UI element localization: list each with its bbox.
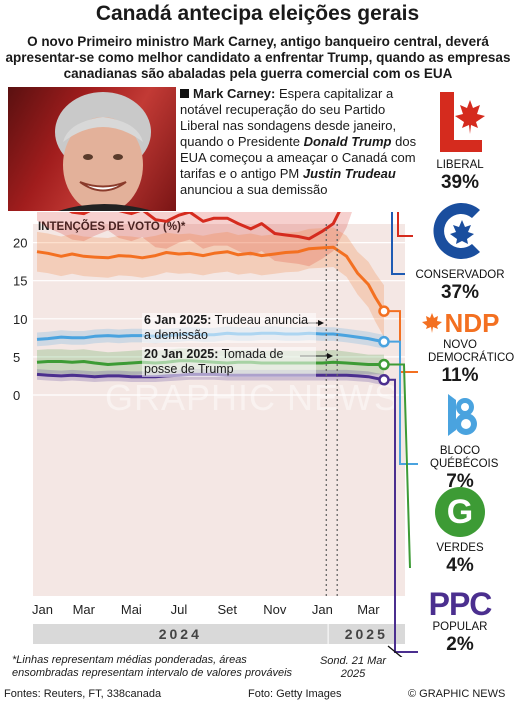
y-axis-title: INTENÇÕES DE VOTO (%)* bbox=[38, 220, 186, 233]
plot-background bbox=[33, 224, 405, 596]
subtitle: O novo Primeiro ministro Mark Carney, an… bbox=[5, 34, 511, 81]
party-ppc: PPC POPULAR 2% bbox=[405, 587, 515, 656]
intro-text-2: dos EUA começou a ameaçar o Canadá com t… bbox=[180, 134, 417, 181]
annotation-trudeau-date: 6 Jan 2025: bbox=[144, 313, 212, 327]
party-conservative: CONSERVADOR 37% bbox=[405, 198, 515, 304]
intro-name: Mark Carney: bbox=[193, 86, 276, 101]
party-ndp-pct: 11% bbox=[441, 365, 479, 386]
ndp-logo-icon: NDP bbox=[405, 307, 515, 338]
x-tick-label: Jan bbox=[312, 602, 333, 617]
y-tick-label: 5 bbox=[13, 350, 20, 365]
page-title: Canadá antecipa eleições gerais bbox=[95, 2, 420, 25]
series-endpoint bbox=[378, 358, 390, 371]
ndp-logo-text: NDP bbox=[444, 307, 500, 338]
connector-conservative bbox=[391, 212, 405, 275]
series-endpoint bbox=[378, 374, 390, 386]
annotation-trudeau-text: Trudeau anuncia a demissão bbox=[144, 313, 309, 342]
poll-chart: 051015202530354045INTENÇÕES DE VOTO (%)*… bbox=[13, 212, 418, 657]
series-line bbox=[68, 212, 341, 241]
party-conservative-pct: 37% bbox=[440, 282, 480, 303]
connector-green bbox=[389, 363, 411, 569]
series-endpoint bbox=[378, 335, 390, 348]
c-maple-logo-icon bbox=[433, 203, 480, 259]
party-green-pct: 4% bbox=[446, 555, 474, 576]
series-endpoint bbox=[378, 305, 390, 317]
poll-date-pointer bbox=[387, 645, 403, 657]
bloc-logo-icon bbox=[448, 394, 477, 436]
annotation-trump-text: Tomada de posse de Trump bbox=[144, 347, 284, 376]
photo-credit: Foto: Getty Images bbox=[248, 688, 342, 700]
connector-liberal bbox=[397, 212, 413, 237]
watermark-text: GRAPHIC NEWS bbox=[105, 377, 399, 418]
y-tick-label: 20 bbox=[13, 236, 27, 251]
y-tick-label: 15 bbox=[13, 274, 27, 289]
sources: Fontes: Reuters, FT, 338canada bbox=[4, 688, 162, 700]
x-tick-label: Jul bbox=[171, 602, 188, 617]
year-label-2025: 2025 bbox=[345, 626, 388, 642]
party-ndp-name: NOVO DEMOCRÁTICO bbox=[428, 339, 515, 364]
party-ndp: NDP NOVO DEMOCRÁTICO 11% bbox=[405, 307, 515, 387]
party-liberal-name: LIBERAL bbox=[436, 159, 484, 171]
party-bloc: BLOCO QUÉBÉCOIS 7% bbox=[405, 390, 515, 493]
annotation-trump: 20 Jan 2025: Tomada de posse de Trump bbox=[142, 347, 316, 377]
annotation-trump-date: 20 Jan 2025: bbox=[144, 347, 219, 361]
intro-text: Mark Carney: Espera capitalizar a notáve… bbox=[180, 86, 420, 198]
ppc-logo-icon: PPC bbox=[428, 586, 492, 622]
y-tick-label: 10 bbox=[13, 312, 27, 327]
intro-trump: Donald Trump bbox=[303, 134, 392, 149]
annotation-arrow-head bbox=[327, 353, 333, 359]
party-green-name: VERDES bbox=[436, 542, 484, 554]
party-liberal: LIBERAL 39% bbox=[405, 90, 515, 194]
party-liberal-pct: 39% bbox=[440, 172, 480, 193]
connector-ppc bbox=[389, 378, 418, 653]
party-bloc-pct: 7% bbox=[446, 471, 474, 492]
party-ppc-name: POPULAR bbox=[432, 621, 488, 633]
x-tick-label: Nov bbox=[263, 602, 287, 617]
connector-bloc bbox=[389, 340, 418, 465]
intro-text-3: anunciou a sua demissão bbox=[180, 182, 328, 197]
green-logo-text: G bbox=[446, 492, 474, 531]
party-conservative-name: CONSERVADOR bbox=[415, 269, 505, 281]
ndp-maple-leaf-icon bbox=[421, 313, 442, 333]
series-band bbox=[37, 212, 352, 267]
y-tick-label: 25 bbox=[13, 212, 27, 213]
x-tick-label: Mar bbox=[357, 602, 380, 617]
year-band-2024 bbox=[33, 624, 328, 644]
x-tick-label: Mai bbox=[121, 602, 142, 617]
square-bullet-icon bbox=[180, 89, 189, 98]
series-line bbox=[36, 245, 386, 312]
x-tick-label: Mar bbox=[73, 602, 96, 617]
year-label-2024: 2024 bbox=[159, 626, 202, 642]
party-bloc-name: BLOCO QUÉBÉCOIS bbox=[430, 445, 499, 470]
footnote: *Linhas representam médias ponderadas, á… bbox=[12, 654, 293, 679]
year-band-2025 bbox=[328, 624, 405, 644]
x-tick-label: Set bbox=[218, 602, 238, 617]
party-green: G VERDES 4% bbox=[405, 487, 515, 577]
intro-trudeau: Justin Trudeau bbox=[302, 166, 396, 181]
green-g-logo-icon: G bbox=[435, 487, 485, 537]
poll-date: Sond. 21 Mar 2025 bbox=[319, 655, 387, 680]
copyright: © GRAPHIC NEWS bbox=[408, 688, 506, 700]
y-tick-label: 0 bbox=[13, 388, 20, 403]
maple-leaf-L-logo-icon bbox=[440, 92, 485, 152]
mark-carney-photo bbox=[8, 87, 176, 211]
x-tick-label: Jan bbox=[32, 602, 53, 617]
party-ppc-pct: 2% bbox=[446, 634, 474, 655]
intro-text-1: Espera capitalizar a notável recuperação… bbox=[180, 86, 397, 149]
annotation-arrow-head bbox=[318, 320, 324, 326]
annotation-trudeau: 6 Jan 2025: Trudeau anuncia a demissão bbox=[142, 313, 316, 343]
